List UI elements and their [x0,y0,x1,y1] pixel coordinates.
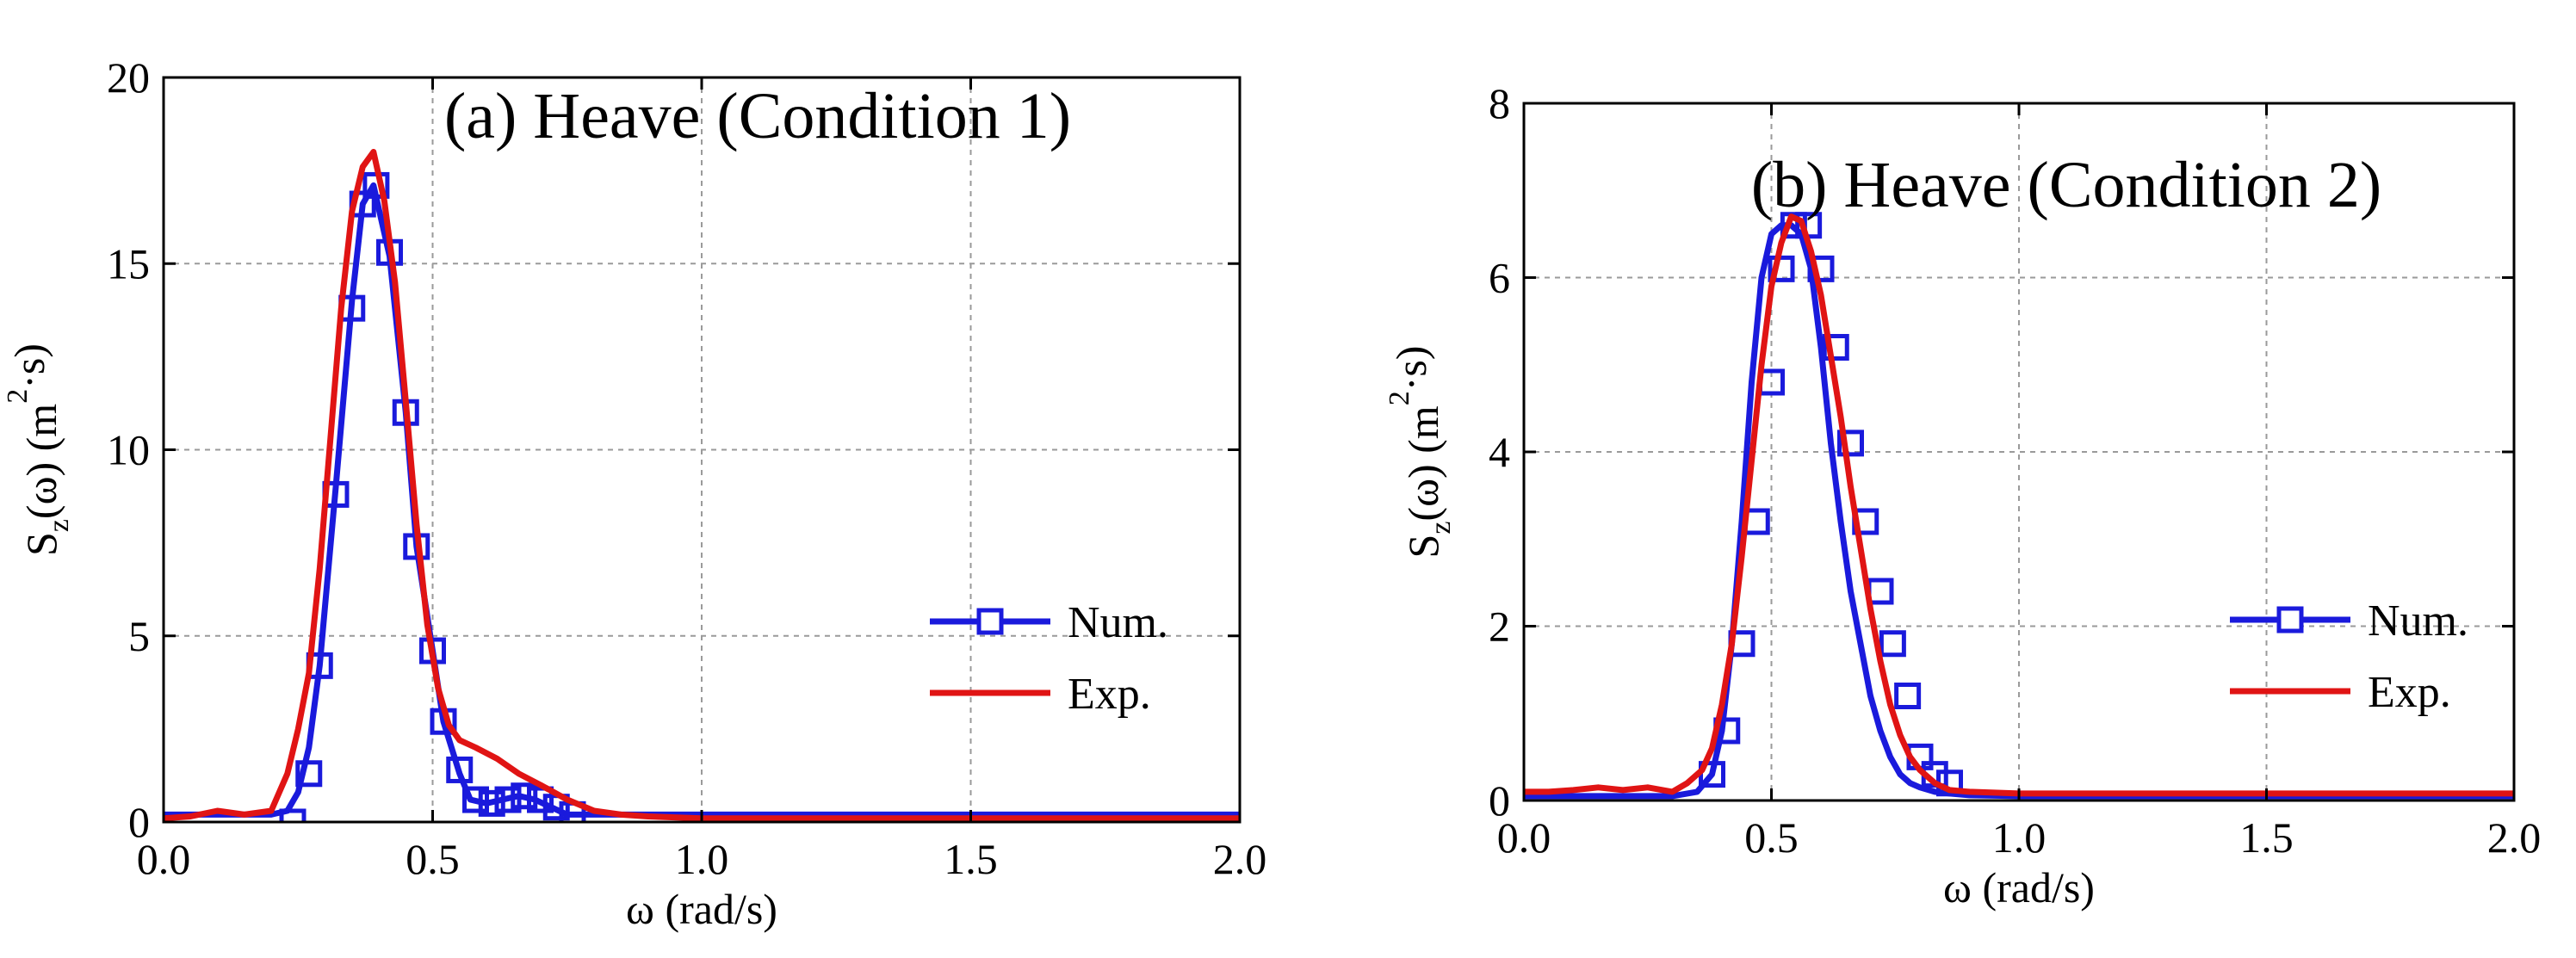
legend-label-num: Num. [1068,598,1168,647]
legend-marker [2276,606,2304,634]
y-axis-label-rest2: ·s) [5,343,53,389]
data-point-marker [494,786,522,813]
x-tick-label: 1.5 [944,835,998,883]
x-tick-label: 0.0 [137,835,191,883]
chart-panel-b: 0.0 0.5 1.0 1.5 2.0 0 2 4 6 8 (b) Heave (Condition… [1384,79,2541,912]
y-axis-label-rest2: ·s) [1387,346,1435,392]
plot-area [1524,212,2514,800]
x-tick-label: 2.0 [1213,835,1267,883]
y-tick-label: 6 [1489,254,1510,302]
y-tick-label: 0 [1489,776,1510,825]
plot-area [164,149,1240,822]
x-axis-label: ω (rad/s) [626,885,777,933]
series-line-exp [164,149,1240,822]
data-point-marker [478,789,505,817]
legend-marker [976,608,1004,635]
x-tick-label: 0.5 [1744,813,1799,862]
y-axis-label-base: S [1399,535,1447,559]
chart-title: (a) Heave (Condition 1) [444,80,1071,152]
data-point-marker [1837,430,1864,457]
y-tick-label: 20 [107,53,150,102]
y-tick-label: 10 [107,426,150,474]
y-axis-label-rest1: (ω) (m [1399,405,1447,521]
x-tick-label: 1.0 [1992,813,2047,862]
data-point-marker [1894,683,1922,709]
data-point-marker [295,760,323,788]
chart-panel-a: 0.0 0.5 1.0 1.5 2.0 0 5 10 15 20 (a) Heave (Condit… [2,53,1266,933]
legend-label-num: Num. [2368,596,2468,646]
y-tick-label: 4 [1489,428,1510,476]
y-tick-label: 0 [128,798,150,846]
x-tick-label: 0.5 [406,835,460,883]
y-tick-label: 5 [128,612,150,660]
x-tick-label: 1.5 [2239,813,2294,862]
data-point-marker [446,756,474,783]
data-point-marker [1807,255,1835,282]
x-tick-label: 1.0 [675,835,729,883]
y-axis-label: Sz(ω) (m2·s) [2,343,75,556]
x-tick-label: 0.0 [1497,813,1551,862]
y-tick-label: 8 [1489,79,1510,127]
y-axis-label-sub: z [43,519,75,532]
y-tick-label: 15 [107,239,150,287]
y-axis-label-rest1: (ω) (m [17,404,65,519]
y-axis-label-sub: z [1425,522,1457,535]
y-axis-label: Sz(ω) (m2·s) [1384,346,1457,559]
y-axis-label-sup: 2 [1384,391,1415,405]
data-point-marker [1768,255,1795,282]
data-point-marker [462,786,489,813]
chart-title: (b) Heave (Condition 2) [1751,149,2381,221]
y-tick-label: 2 [1489,603,1510,651]
y-axis-label-sup: 2 [2,389,34,404]
data-point-marker [511,782,538,810]
data-point-marker [279,808,307,822]
data-point-marker [1879,630,1906,658]
x-axis-label: ω (rad/s) [1943,863,2095,912]
legend-label-exp: Exp. [2368,668,2451,717]
data-point-marker [1822,334,1849,361]
y-axis-label-base: S [17,532,65,556]
x-tick-label: 2.0 [2487,813,2542,862]
data-point-marker [527,786,554,813]
data-point-marker [1867,578,1894,605]
series-line-exp [1524,213,2514,797]
legend-label-exp: Exp. [1068,670,1151,719]
